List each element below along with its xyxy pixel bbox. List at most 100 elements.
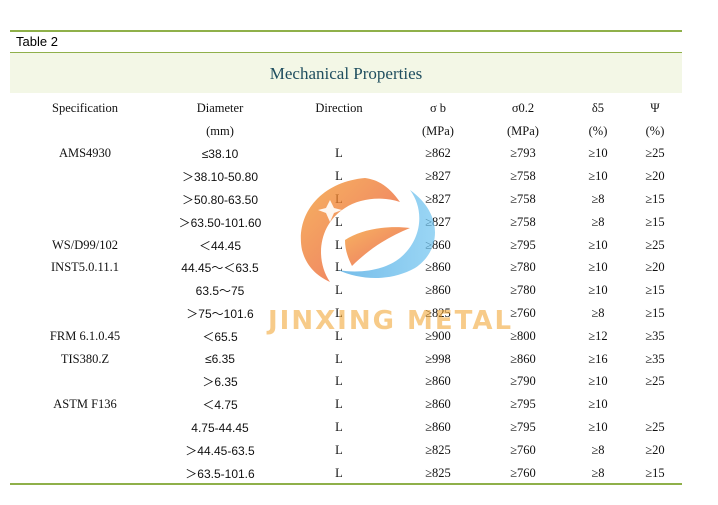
header-cell: σ b bbox=[429, 100, 447, 115]
table-cell: L bbox=[335, 169, 343, 184]
table-cell: ≥793 bbox=[510, 146, 536, 161]
table-cell bbox=[10, 416, 160, 439]
table-row: TIS380.Z ≤6.35 L ≥998 ≥860 ≥16 ≥35 bbox=[10, 348, 682, 371]
table-cell: ≥35 bbox=[645, 351, 665, 366]
table-cell: L bbox=[335, 442, 343, 457]
table-cell: ≥825 bbox=[425, 465, 451, 480]
header-cell: δ5 bbox=[591, 100, 605, 115]
unit-cell: (MPa) bbox=[507, 123, 539, 138]
table-cell: ≥780 bbox=[510, 260, 536, 275]
unit-cell bbox=[10, 120, 160, 143]
table-row: ＞63.50-101.60 L ≥827 ≥758 ≥8 ≥15 bbox=[10, 211, 682, 234]
top-rule bbox=[10, 30, 682, 32]
table-cell: ≥35 bbox=[645, 328, 665, 343]
table-cell: ≥795 bbox=[510, 397, 536, 412]
table-cell: ≥25 bbox=[645, 374, 665, 389]
table-cell: ≥760 bbox=[510, 306, 536, 321]
table-cell: ≥15 bbox=[645, 465, 665, 480]
table-cell: ≥20 bbox=[645, 169, 665, 184]
table-cell: ≥862 bbox=[425, 146, 451, 161]
table-cell: ≥10 bbox=[588, 283, 608, 298]
table-body: AMS4930 ≤38.10 L ≥862 ≥793 ≥10 ≥25 ＞38.10-50.80… bbox=[10, 143, 682, 485]
table-cell: ≥827 bbox=[425, 214, 451, 229]
table-cell: ≤6.35 bbox=[205, 352, 235, 367]
header-cell: Ψ bbox=[650, 100, 660, 115]
table-cell: AMS4930 bbox=[58, 146, 112, 161]
table-row: 4.75-44.45 L ≥860 ≥795 ≥10 ≥25 bbox=[10, 416, 682, 439]
table-cell: ＞75～101.6 bbox=[186, 307, 254, 322]
unit-cell: (%) bbox=[645, 123, 665, 138]
table-row: ＞38.10-50.80 L ≥827 ≥758 ≥10 ≥20 bbox=[10, 165, 682, 188]
table-cell: L bbox=[335, 397, 343, 412]
table-cell: ≥998 bbox=[425, 351, 451, 366]
table-cell bbox=[10, 302, 160, 325]
table-cell: L bbox=[335, 306, 343, 321]
unit-cell: (MPa) bbox=[422, 123, 454, 138]
table-cell: L bbox=[335, 146, 343, 161]
table-cell: L bbox=[335, 214, 343, 229]
table-cell: ≥8 bbox=[591, 465, 605, 480]
table-cell bbox=[628, 393, 682, 416]
table-cell: ＞38.10-50.80 bbox=[181, 170, 259, 185]
table-cell: ≥758 bbox=[510, 169, 536, 184]
header-row: Specification Diameter Direction σ b σ0.… bbox=[10, 97, 682, 120]
table-row: ＞50.80-63.50 L ≥827 ≥758 ≥8 ≥15 bbox=[10, 188, 682, 211]
table-cell: ≥20 bbox=[645, 442, 665, 457]
table-cell: ≥900 bbox=[425, 328, 451, 343]
table-cell: ≥860 bbox=[425, 397, 451, 412]
table-cell: ≥760 bbox=[510, 465, 536, 480]
table-cell: ≥15 bbox=[645, 192, 665, 207]
table-cell: ≥860 bbox=[425, 420, 451, 435]
table-cell: ＞6.35 bbox=[202, 375, 238, 390]
table-cell: ≤38.10 bbox=[201, 146, 239, 161]
table-cell: ≥758 bbox=[510, 192, 536, 207]
table-cell: ＜44.45 bbox=[198, 238, 242, 253]
table-cell bbox=[10, 371, 160, 394]
table-cell: ≥25 bbox=[645, 146, 665, 161]
unit-cell: (mm) bbox=[206, 123, 234, 138]
table-cell: L bbox=[335, 465, 343, 480]
table-cell: ＜4.75 bbox=[202, 398, 238, 413]
table-cell: ≥8 bbox=[591, 442, 605, 457]
table-cell: ≥10 bbox=[588, 374, 608, 389]
table-cell: ASTM F136 bbox=[53, 397, 117, 412]
table-cell: ≥16 bbox=[588, 351, 608, 366]
table-row: WS/D99/102 ＜44.45 L ≥860 ≥795 ≥10 ≥25 bbox=[10, 234, 682, 257]
table-row: INST5.0.11.1 44.45～＜63.5 L ≥860 ≥780 ≥10 ≥20 bbox=[10, 257, 682, 280]
table-cell: L bbox=[335, 283, 343, 298]
table-cell: ≥8 bbox=[591, 192, 605, 207]
table-cell: ＞63.5-101.6 bbox=[185, 466, 255, 481]
table-cell: ≥827 bbox=[425, 192, 451, 207]
table-cell: ≥25 bbox=[645, 237, 665, 252]
table-cell: ≥860 bbox=[510, 351, 536, 366]
table-cell: ≥10 bbox=[588, 397, 608, 412]
table-cell: ≥860 bbox=[425, 260, 451, 275]
table-cell: ≥795 bbox=[510, 237, 536, 252]
table-cell: ＞63.50-101.60 bbox=[178, 215, 262, 230]
table-cell bbox=[10, 279, 160, 302]
table-cell: ≥10 bbox=[588, 169, 608, 184]
table-cell: L bbox=[335, 351, 343, 366]
table-cell: L bbox=[335, 420, 343, 435]
table-cell: ≥12 bbox=[588, 328, 608, 343]
table-cell bbox=[10, 211, 160, 234]
table-cell: L bbox=[335, 192, 343, 207]
table-cell: 4.75-44.45 bbox=[191, 420, 249, 435]
table-cell: ≥780 bbox=[510, 283, 536, 298]
table-cell: ≥15 bbox=[645, 214, 665, 229]
table-cell: ≥860 bbox=[425, 283, 451, 298]
table-cell: L bbox=[335, 237, 343, 252]
table-cell: ≥10 bbox=[588, 420, 608, 435]
table-cell: ≥825 bbox=[425, 442, 451, 457]
table-cell: L bbox=[335, 260, 343, 275]
table-cell: 44.45～＜63.5 bbox=[181, 261, 259, 276]
table-row: ASTM F136 ＜4.75 L ≥860 ≥795 ≥10 bbox=[10, 393, 682, 416]
table-cell: ≥15 bbox=[645, 283, 665, 298]
table-cell: FRM 6.1.0.45 bbox=[49, 328, 121, 343]
unit-cell bbox=[280, 120, 398, 143]
table-row: ＞63.5-101.6 L ≥825 ≥760 ≥8 ≥15 bbox=[10, 462, 682, 485]
table-cell: ≥795 bbox=[510, 420, 536, 435]
table-cell: ≥827 bbox=[425, 169, 451, 184]
table-cell: ≥20 bbox=[645, 260, 665, 275]
units-row: (mm) (MPa) (MPa) (%) (%) bbox=[10, 120, 682, 143]
